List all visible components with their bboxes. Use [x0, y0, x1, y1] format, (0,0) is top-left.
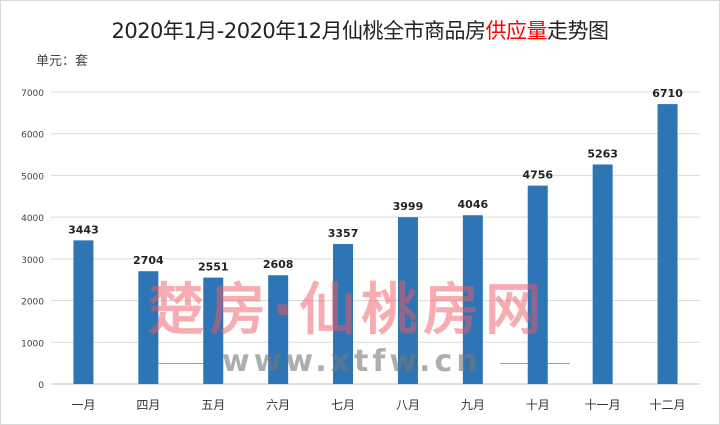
- y-tick-label: 5000: [21, 172, 44, 182]
- data-label: 6710: [652, 87, 683, 100]
- data-label: 4046: [458, 198, 489, 211]
- y-tick-label: 7000: [21, 89, 44, 99]
- x-tick-label: 一月: [71, 398, 95, 412]
- title-part: 2020年1月-2020年12月仙桃全市商品房: [111, 19, 486, 43]
- bar: [138, 271, 159, 384]
- chart-title: 2020年1月-2020年12月仙桃全市商品房供应量走势图: [0, 18, 720, 44]
- bar: [462, 215, 483, 384]
- bar: [73, 240, 94, 384]
- x-tick-label: 七月: [331, 398, 355, 412]
- data-label: 4756: [522, 169, 553, 182]
- data-label: 2608: [263, 258, 294, 271]
- bar: [657, 104, 678, 385]
- data-label: 2551: [198, 261, 229, 274]
- data-label: 2704: [133, 254, 164, 267]
- unit-label: 单元：套: [36, 54, 89, 69]
- x-tick-label: 十二月: [650, 398, 686, 412]
- watermark-line: [500, 363, 570, 364]
- y-tick-label: 3000: [21, 256, 44, 266]
- watermark-line: [148, 363, 218, 364]
- bar: [397, 217, 418, 384]
- title-highlight: 供应量: [485, 19, 548, 43]
- x-tick-label: 四月: [136, 398, 160, 412]
- x-tick-label: 八月: [396, 398, 420, 412]
- bar: [268, 275, 289, 384]
- data-label: 5263: [587, 147, 618, 160]
- x-tick-label: 十一月: [585, 398, 621, 412]
- bar: [203, 277, 224, 384]
- y-tick-label: 4000: [21, 214, 44, 224]
- x-tick-label: 九月: [461, 398, 485, 412]
- y-tick-label: 1000: [21, 339, 44, 349]
- y-tick-label: 2000: [21, 298, 44, 308]
- bar: [333, 243, 354, 384]
- data-label: 3357: [328, 227, 359, 240]
- bar: [527, 185, 548, 384]
- x-tick-label: 六月: [266, 398, 290, 412]
- bar: [592, 164, 613, 384]
- x-tick-label: 十月: [526, 398, 550, 412]
- y-tick-label: 0: [38, 381, 44, 391]
- data-label: 3443: [68, 223, 99, 236]
- y-tick-label: 6000: [21, 131, 44, 141]
- x-tick-label: 五月: [201, 398, 225, 412]
- title-part: 走势图: [547, 19, 609, 43]
- data-label: 3999: [393, 200, 424, 213]
